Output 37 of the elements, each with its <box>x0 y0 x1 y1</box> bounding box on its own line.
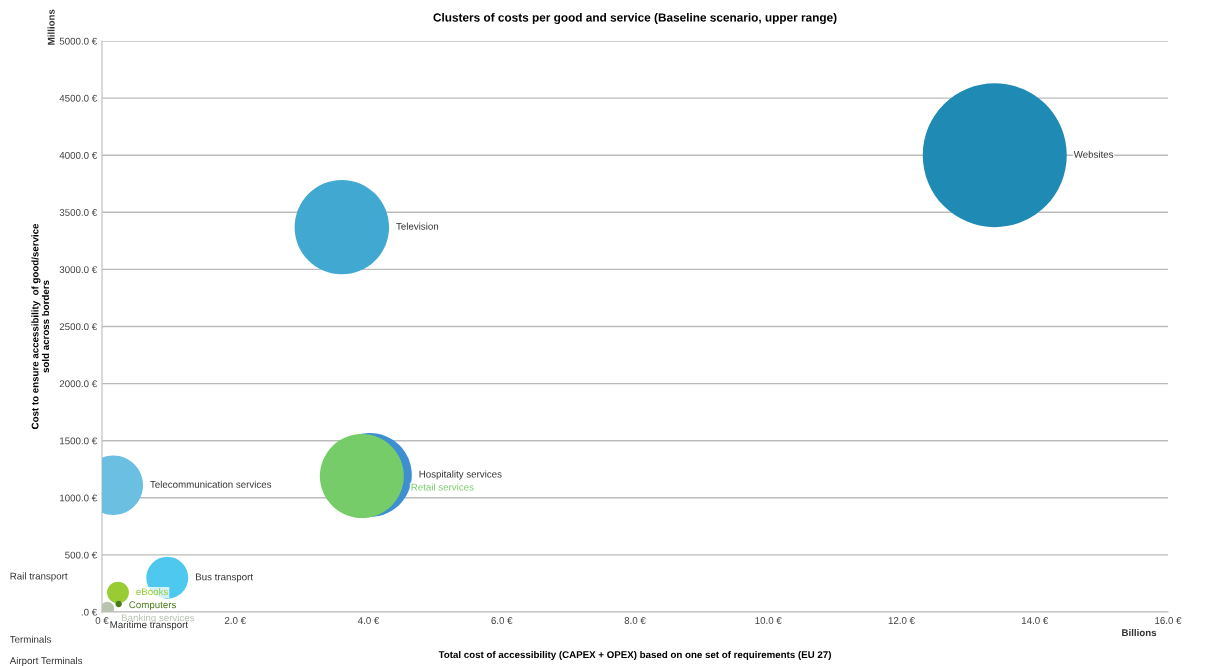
x-tick-label: 10.0 € <box>755 617 782 624</box>
x-tick-label: 6.0 € <box>491 617 513 624</box>
x-tick-label: 14.0 € <box>1021 617 1049 624</box>
series-label: Bus transport <box>196 573 253 583</box>
series-label: Computers <box>129 601 177 611</box>
y-tick-label: 4000.0 € <box>59 151 98 159</box>
x-tick-label: 16.0 € <box>1155 617 1182 624</box>
y-tick-label: 3000.0 € <box>59 266 98 274</box>
text: Millions <box>47 9 55 45</box>
y-tick-label: 500.0 € <box>65 551 97 559</box>
y-tick-label: 1500.0 € <box>60 437 98 445</box>
series-label: Hospitality services <box>419 470 502 480</box>
text: Rail transport <box>10 572 68 582</box>
x-axis-title: Total cost of accessibility (CAPEX + OPEX) based on one set of requirements (EU 27) <box>438 650 831 660</box>
y-tick-label: 1000.0 € <box>60 494 98 502</box>
y-tick-label: 2500.0 € <box>59 323 98 331</box>
y-axis-title: Cost to ensure accessibility of good/service sold across borders <box>31 223 50 430</box>
y-tick-label: 2000.0 € <box>59 380 98 388</box>
y-tick-label: 3500.0 € <box>59 209 98 216</box>
series-label: Websites <box>1073 150 1114 158</box>
series-label: Telecommunication services <box>150 480 272 488</box>
y-tick-label: 5000.0 € <box>59 37 98 45</box>
text: Airport Terminals <box>9 656 83 666</box>
x-tick-label: 8.0 € <box>624 617 646 624</box>
x-tick-label: 4.0 € <box>357 617 380 624</box>
chart-title: Clusters of costs per good and service (Baseline scenario, upper range) <box>433 13 837 25</box>
y-tick-label: 4500.0 € <box>59 94 98 102</box>
text: Terminals <box>9 635 51 643</box>
x-tick-label: 12.0 € <box>888 617 915 624</box>
text: Billions <box>1122 628 1157 637</box>
text: Maritime transport <box>110 620 188 631</box>
x-tick-label: 0 € <box>95 617 109 624</box>
series-label: Television <box>396 222 439 230</box>
y-tick-label: .0 € <box>81 608 97 616</box>
series-label: Retail services <box>411 483 474 491</box>
series-label: eBooks <box>136 588 168 596</box>
x-tick-label: 2.0 € <box>224 617 246 624</box>
